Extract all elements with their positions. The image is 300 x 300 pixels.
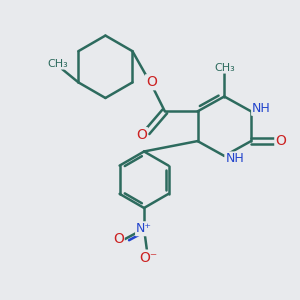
Text: NH: NH (252, 102, 271, 115)
Text: O: O (136, 128, 147, 142)
Text: O⁻: O⁻ (140, 250, 158, 265)
Text: N⁺: N⁺ (136, 222, 152, 235)
Text: O: O (113, 232, 124, 246)
Text: CH₃: CH₃ (47, 59, 68, 69)
Text: NH: NH (225, 152, 244, 165)
Text: O: O (275, 134, 286, 148)
Text: CH₃: CH₃ (214, 63, 235, 73)
Text: O: O (146, 75, 157, 89)
